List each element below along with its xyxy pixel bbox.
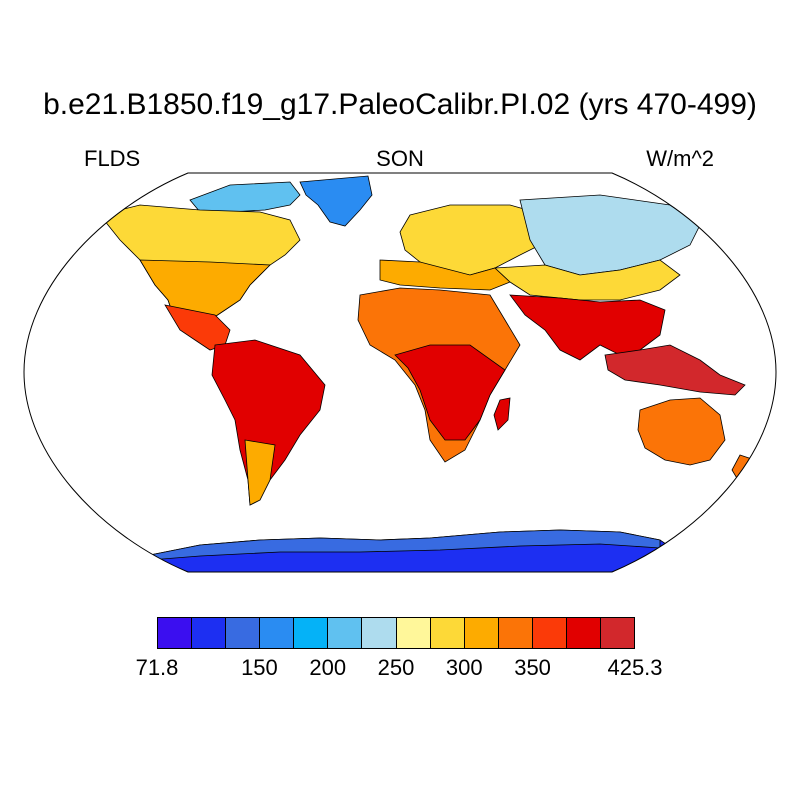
colorbar-box	[532, 618, 567, 648]
colorbar-box	[294, 618, 329, 648]
colorbar-tick-label: 71.8	[135, 655, 179, 680]
africa-central	[394, 344, 506, 441]
antarctica-edge	[149, 529, 661, 561]
season-label: SON	[376, 146, 424, 171]
madagascar	[493, 397, 511, 431]
variable-label: FLDS	[84, 146, 141, 171]
colorbar-box	[430, 618, 465, 648]
colorbar-box	[192, 618, 227, 648]
units-label: W/m^2	[646, 146, 714, 171]
plot-title: b.e21.B1850.f19_g17.PaleoCalibr.PI.02 (y…	[43, 88, 757, 121]
colorbar-tick-label: 200	[309, 655, 347, 680]
colorbar-box	[328, 618, 363, 648]
colorbar-box	[498, 618, 533, 648]
colorbar-box	[362, 618, 397, 648]
sa-south	[244, 439, 276, 506]
colorbar-tick-label: 300	[445, 655, 483, 680]
greenland	[299, 175, 373, 227]
asia-mid	[494, 259, 681, 301]
colorbar-tick-label: 150	[241, 655, 278, 680]
se-asia-islands	[604, 344, 746, 396]
colorbar	[157, 617, 635, 649]
australia	[637, 397, 726, 466]
colorbar-box	[396, 618, 431, 648]
colorbar-box	[464, 618, 499, 648]
colorbar-tick-label: 250	[377, 655, 415, 680]
colorbar-box	[226, 618, 261, 648]
colorbar-box	[158, 618, 193, 648]
colorbar-tick-label: 350	[514, 655, 551, 680]
globe-outline	[23, 172, 777, 573]
europe-south	[379, 259, 511, 291]
arctic-canada	[189, 181, 301, 213]
colorbar-box	[566, 618, 602, 648]
colorbar-box	[601, 618, 635, 648]
colorbar-box	[260, 618, 295, 648]
colorbar-tick-label: 425.3	[607, 655, 663, 680]
